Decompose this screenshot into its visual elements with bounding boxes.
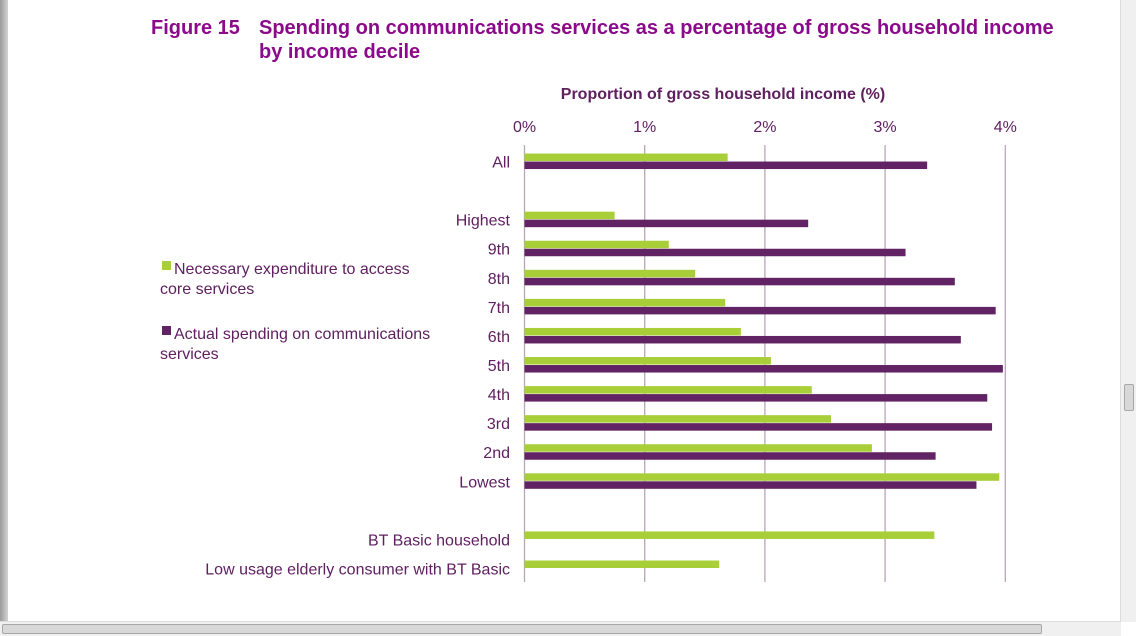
legend-swatch	[162, 326, 171, 335]
horizontal-scrollbar-thumb[interactable]	[2, 624, 1042, 634]
bar-necessary-expenditure	[524, 531, 935, 539]
bar-actual-spending	[524, 219, 809, 228]
bar-necessary-expenditure	[524, 269, 696, 278]
x-tick-label: 4%	[994, 119, 1017, 136]
x-tick-label: 1%	[633, 119, 656, 136]
category-labels: All Highest 9th 8th 7th 6th 5th 4th 3rd 2nd Lowest…	[205, 155, 510, 579]
category-label: 9th	[488, 242, 510, 259]
bar-necessary-expenditure	[524, 415, 832, 423]
bar-necessary-expenditure	[524, 327, 741, 336]
bar-necessary-expenditure	[524, 153, 728, 162]
category-label: 8th	[488, 271, 510, 288]
legend-label: Actual spending on communications	[174, 326, 430, 343]
legend: Necessary expenditure to access core serv…	[160, 261, 430, 363]
x-tick-label: 3%	[874, 119, 897, 136]
category-label: Lowest	[459, 474, 510, 491]
legend-label: core services	[160, 281, 254, 298]
bar-necessary-expenditure	[524, 357, 771, 365]
legend-item: Actual spending on communications service…	[160, 326, 430, 363]
category-label: BT Basic household	[368, 532, 510, 549]
bar-necessary-expenditure	[524, 298, 726, 307]
legend-swatch	[162, 261, 171, 270]
figure-title-text: Spending on communications services as a…	[259, 17, 1054, 63]
category-label: 4th	[488, 387, 510, 404]
x-tick-label: 2%	[753, 119, 776, 136]
bar-actual-spending	[524, 365, 1003, 373]
legend-label: services	[160, 346, 219, 363]
bar-actual-spending	[524, 161, 928, 170]
category-label: 7th	[488, 300, 510, 317]
bar-necessary-expenditure	[524, 560, 720, 569]
bar-actual-spending	[524, 277, 955, 286]
x-tick-label: 0%	[513, 119, 536, 136]
bar-necessary-expenditure	[524, 211, 615, 220]
category-label: Highest	[456, 213, 511, 230]
bar-necessary-expenditure	[524, 386, 812, 394]
x-tick-labels: 0% 1% 2% 3% 4%	[513, 119, 1017, 136]
bar-actual-spending	[524, 306, 996, 315]
bar-actual-spending	[524, 394, 988, 402]
bar-necessary-expenditure	[524, 444, 872, 452]
category-label: All	[492, 155, 510, 172]
category-label: 2nd	[483, 445, 510, 462]
horizontal-scrollbar[interactable]	[0, 621, 1121, 636]
bar-actual-spending	[524, 248, 906, 257]
vertical-scrollbar-thumb[interactable]	[1124, 384, 1134, 411]
bar-actual-spending	[524, 423, 993, 431]
bar-actual-spending	[524, 481, 977, 489]
bar-actual-spending	[524, 335, 961, 344]
x-axis-title: Proportion of gross household income (%)	[561, 86, 885, 103]
window-left-edge	[0, 0, 8, 622]
category-label: 6th	[488, 329, 510, 346]
vertical-scrollbar[interactable]	[1120, 0, 1136, 622]
bar-chart: Proportion of gross household income (%)…	[160, 86, 1017, 582]
category-label: 5th	[488, 358, 510, 375]
bar-necessary-expenditure	[524, 240, 669, 249]
bar-necessary-expenditure	[524, 473, 1000, 481]
legend-item: Necessary expenditure to access core serv…	[160, 261, 410, 298]
category-label: Low usage elderly consumer with BT Basic	[205, 562, 510, 579]
legend-label: Necessary expenditure to access	[174, 261, 410, 278]
bars	[524, 153, 1003, 569]
category-label: 3rd	[487, 416, 510, 433]
figure-number: Figure 15	[151, 17, 240, 39]
bar-actual-spending	[524, 452, 936, 460]
